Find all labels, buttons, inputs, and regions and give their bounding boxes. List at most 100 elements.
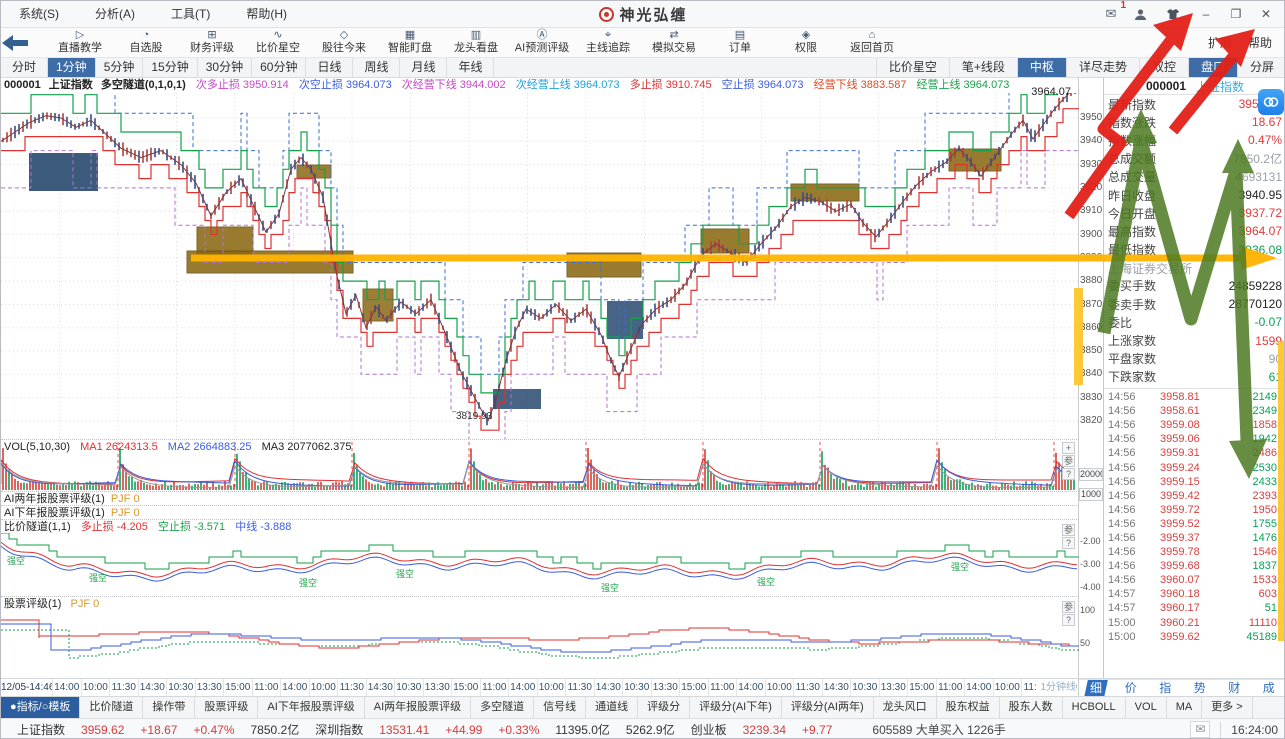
time-axis-label: 10:00: [766, 679, 794, 696]
view-tab[interactable]: 分屏: [1236, 58, 1284, 77]
toolbar-button[interactable]: ▷ 直播教学: [47, 28, 113, 58]
toolbar-button-icon: ⌂: [868, 29, 876, 41]
pane-help-button[interactable]: ?: [1062, 614, 1075, 626]
period-tab[interactable]: 月线: [400, 58, 448, 77]
link-button[interactable]: [1258, 89, 1284, 115]
menu-item[interactable]: 系统(S): [19, 7, 59, 21]
indicator-tab[interactable]: 操作带: [143, 697, 196, 718]
view-tab[interactable]: 中枢: [1016, 58, 1066, 77]
period-tab[interactable]: 分时: [1, 58, 48, 77]
indicator-tab[interactable]: MA: [1167, 697, 1203, 718]
pane-help-button[interactable]: ?: [1062, 468, 1075, 480]
view-tab[interactable]: 盘口: [1187, 58, 1237, 77]
period-tab[interactable]: 15分钟: [143, 58, 198, 77]
indicator-tab[interactable]: 股票评级: [195, 697, 259, 718]
period-tab[interactable]: 30分钟: [198, 58, 253, 77]
back-button[interactable]: [1, 34, 47, 52]
time-axis-label: 15:00: [224, 679, 253, 696]
main-price-chart[interactable]: 3964.07 3819.93: [1, 86, 1079, 439]
period-tab[interactable]: 60分钟: [252, 58, 307, 77]
quote-panel-tab[interactable]: 势: [1193, 680, 1206, 695]
volume-ma-value: MA2 2664883.25: [167, 441, 252, 453]
toolbar-button[interactable]: ▦ 智能盯盘: [377, 28, 443, 58]
period-tab[interactable]: 5分钟: [96, 58, 144, 77]
tick-list[interactable]: 14:56 3958.81 2149 14:56 3958.61 2349 14…: [1104, 388, 1284, 644]
mail-icon[interactable]: ✉ 1: [1105, 0, 1126, 21]
stock-rating-pane[interactable]: 股票评级(1) PJF 0 参 ?: [1, 596, 1079, 678]
time-axis-label: 13:30: [652, 679, 680, 696]
toolbar-button[interactable]: ◔ 自选股: [113, 28, 179, 58]
pane-help-button[interactable]: ?: [1062, 537, 1075, 549]
toolbar-right-link[interactable]: 帮助: [1247, 36, 1272, 50]
period-tab[interactable]: 日线: [306, 58, 354, 77]
toolbar-button[interactable]: ∿ 比价星空: [245, 28, 311, 58]
indicator-tab[interactable]: 股东人数: [1000, 697, 1063, 718]
toolbar-button[interactable]: ◇ 股往今来: [311, 28, 377, 58]
period-tab[interactable]: 1分钟: [48, 58, 96, 77]
volume-pane[interactable]: VOL(5,10,30) MA1 2624313.5 MA2 2664883.25 …: [1, 439, 1079, 491]
price-axis-label: 3910: [1080, 205, 1103, 217]
minimize-button[interactable]: –: [1202, 7, 1210, 21]
user-icon[interactable]: [1134, 8, 1152, 21]
quote-panel-tab[interactable]: 指: [1159, 680, 1172, 695]
indicator-tab[interactable]: 评级分(AI两年): [782, 697, 874, 718]
message-icon[interactable]: ✉: [1190, 721, 1211, 738]
indicator-tab[interactable]: 比价隧道: [80, 697, 144, 718]
pane-param-button[interactable]: 参: [1062, 455, 1075, 467]
indicator-tab[interactable]: AI两年报股票评级: [365, 697, 472, 718]
quote-panel-tab[interactable]: 价: [1124, 680, 1137, 695]
indicator-tab[interactable]: AI下年报股票评级: [258, 697, 365, 718]
indicator-tab[interactable]: 通道线: [586, 697, 639, 718]
toolbar-button[interactable]: ⊞ 财务评级: [179, 28, 245, 58]
view-tab[interactable]: 双控: [1138, 58, 1188, 77]
toolbar-button[interactable]: ⌂ 返回首页: [839, 28, 905, 58]
tick-row: 14:56 3959.42 2393: [1108, 489, 1282, 503]
indicator-tab[interactable]: ●指标/○模板: [1, 697, 81, 718]
toolbar-button[interactable]: ◈ 权限: [773, 28, 839, 58]
quote-panel-tab[interactable]: 财: [1228, 680, 1241, 695]
pane-param-button[interactable]: 参: [1062, 601, 1075, 613]
indicator-tab[interactable]: VOL: [1126, 697, 1167, 718]
view-tab[interactable]: 详尽走势: [1065, 58, 1139, 77]
ai-next-year-rating-pane[interactable]: AI下年报股票评级(1) PJF 0: [1, 505, 1079, 519]
indicator-tab[interactable]: HCBOLL: [1063, 697, 1126, 718]
toolbar-button[interactable]: ⌖ 主线追踪: [575, 28, 641, 58]
quote-panel-tab[interactable]: 细: [1084, 679, 1109, 697]
tick-row: 14:56 3959.06 1942: [1108, 432, 1282, 446]
view-tab[interactable]: 笔+线段: [948, 58, 1017, 77]
close-button[interactable]: ✕: [1260, 7, 1272, 21]
time-axis-label: 10:30: [851, 679, 880, 696]
menu-item[interactable]: 工具(T): [171, 7, 211, 21]
time-axis-label: 10:00: [538, 679, 566, 696]
ai-two-year-rating-pane[interactable]: AI两年报股票评级(1) PJF 0: [1, 491, 1079, 505]
indicator-tab[interactable]: 更多 >: [1202, 697, 1253, 718]
toolbar-right-link[interactable]: 扩展: [1207, 36, 1232, 50]
toolbar-button-icon: ◇: [339, 29, 349, 41]
toolbar-button-label: 自选股: [129, 42, 163, 54]
tick-row: 14:56 3959.31 2486: [1108, 446, 1282, 460]
skin-icon[interactable]: [1166, 8, 1184, 20]
ai2-pane-label: AI两年报股票评级(1): [4, 493, 105, 505]
tunnel-signal-label: 强空: [601, 582, 620, 593]
toolbar-button[interactable]: ▤ 订单: [707, 28, 773, 58]
indicator-tab[interactable]: 多空隧道: [471, 697, 535, 718]
toolbar-button[interactable]: ⇄ 模拟交易: [641, 28, 707, 58]
pane-plus-button[interactable]: +: [1062, 442, 1075, 454]
view-tab[interactable]: 比价星空: [875, 58, 949, 77]
maximize-button[interactable]: ❐: [1230, 7, 1242, 21]
indicator-tab[interactable]: 评级分(AI下年): [690, 697, 782, 718]
toolbar-button[interactable]: ▥ 龙头看盘: [443, 28, 509, 58]
price-tunnel-pane[interactable]: 比价隧道(1,1) 多止损 -4.205 空止损 -3.571 中线 -3.888 参…: [1, 519, 1079, 596]
status-segment: +0.47%: [193, 722, 235, 737]
toolbar-button[interactable]: Ⓐ AI预测评级: [509, 28, 575, 58]
indicator-tab[interactable]: 股东权益: [937, 697, 1000, 718]
indicator-tab[interactable]: 评级分: [638, 697, 691, 718]
menu-item[interactable]: 分析(A): [95, 7, 135, 21]
indicator-tab[interactable]: 龙头风口: [874, 697, 937, 718]
indicator-tab[interactable]: 信号线: [534, 697, 587, 718]
pane-param-button[interactable]: 参: [1062, 524, 1075, 536]
period-tab[interactable]: 年线: [447, 58, 495, 77]
quote-panel-tab[interactable]: 成: [1262, 680, 1275, 695]
menu-item[interactable]: 帮助(H): [246, 7, 287, 21]
period-tab[interactable]: 周线: [353, 58, 401, 77]
